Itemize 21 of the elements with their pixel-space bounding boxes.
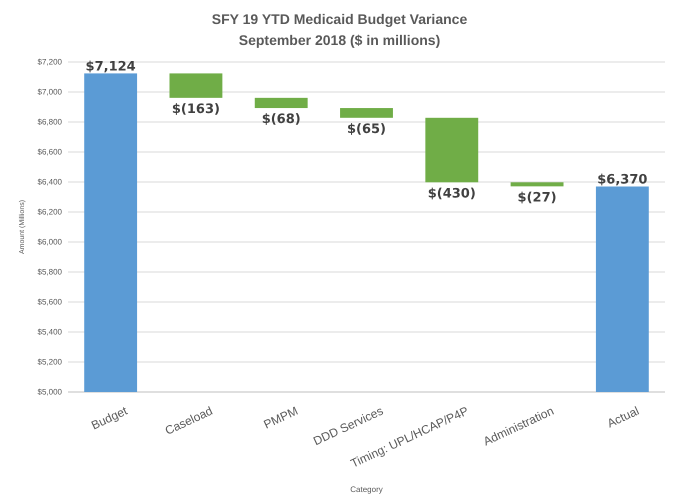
data-label: $(430) xyxy=(428,186,476,202)
data-label: $(65) xyxy=(346,122,386,137)
y-tick-label: $5,000 xyxy=(38,388,63,397)
y-tick-label: $6,400 xyxy=(38,178,63,187)
data-label: $(68) xyxy=(262,112,301,128)
y-tick-label: $6,600 xyxy=(38,148,63,157)
y-tick-label: $6,200 xyxy=(38,208,63,217)
data-label: $(163) xyxy=(172,102,220,117)
y-tick-label: $5,400 xyxy=(38,328,63,337)
data-label: $7,124 xyxy=(86,59,136,74)
y-tick-label: $7,200 xyxy=(38,58,63,67)
y-tick-label: $5,800 xyxy=(38,268,63,277)
x-axis-title: Category xyxy=(350,485,383,494)
data-label: $(27) xyxy=(518,190,557,206)
y-tick-label: $6,800 xyxy=(38,118,63,127)
chart-title: SFY 19 YTD Medicaid Budget Variance September 2018 ($ in millions) xyxy=(212,11,468,48)
y-tick-label: $6,000 xyxy=(38,238,63,247)
y-tick-label: $7,000 xyxy=(38,88,63,97)
y-tick-label: $5,200 xyxy=(38,358,63,367)
y-tick-label: $5,600 xyxy=(38,298,63,307)
data-label: $6,370 xyxy=(597,172,648,188)
